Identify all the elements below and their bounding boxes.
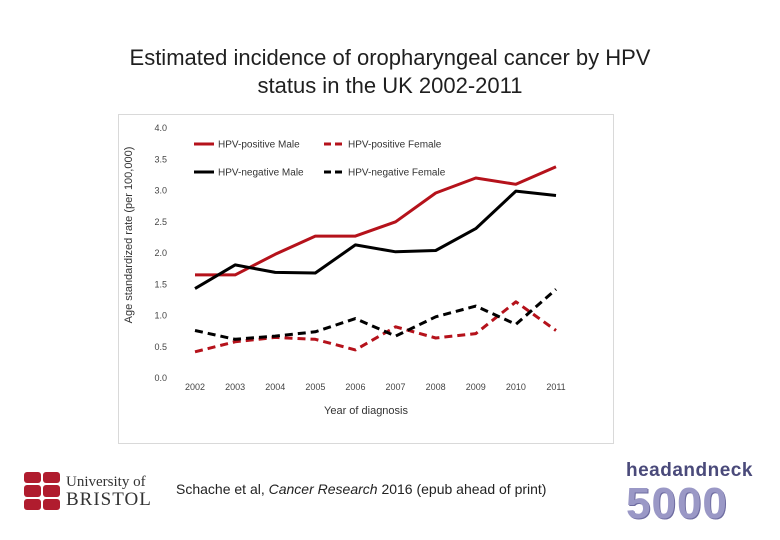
x-tick-label: 2002 (185, 382, 205, 392)
series-line-hpv-positive-male (195, 165, 557, 277)
citation-authors: Schache et al, (176, 481, 269, 497)
hn-logo-line1: headandneck (626, 460, 753, 481)
legend-label: HPV-negative Female (348, 168, 446, 179)
y-tick-label: 2.5 (154, 217, 167, 227)
x-tick-label: 2007 (386, 382, 406, 392)
bristol-logo-line1: University of (66, 474, 146, 490)
x-tick-label: 2010 (506, 382, 526, 392)
legend: HPV-positive Male HPV-positive Female HPV-… (194, 140, 446, 179)
x-tick-label: 2011 (546, 382, 565, 392)
y-tick-label: 3.0 (154, 186, 167, 196)
x-axis-label: Year of diagnosis (324, 405, 408, 417)
legend-label: HPV-positive Male (218, 140, 300, 151)
x-tick-label: 2006 (345, 382, 365, 392)
citation-journal: Cancer Research (268, 481, 378, 497)
y-tick-label: 4.0 (154, 123, 167, 133)
x-tick-label: 2004 (265, 382, 285, 392)
series-lines (194, 165, 557, 354)
bristol-logo-line2: BRISTOL (66, 489, 152, 510)
y-tick-label: 0.0 (154, 373, 167, 383)
citation: Schache et al, Cancer Research 2016 (epu… (176, 481, 546, 497)
x-tick-label: 2005 (305, 382, 325, 392)
series-line-hpv-negative-male (194, 189, 557, 290)
title-line-2: status in the UK 2002-2011 (257, 73, 523, 98)
y-tick-label: 1.5 (154, 279, 167, 289)
headandneck5000-logo: headandneck 5000 (626, 460, 753, 528)
university-of-bristol-logo: University of BRISTOL (24, 472, 152, 510)
series-line-hpv-negative-female (194, 288, 557, 341)
legend-label: HPV-negative Male (218, 168, 304, 179)
y-axis-label: Age standardized rate (per 100,000) (123, 147, 135, 324)
y-tick-label: 3.5 (154, 154, 167, 164)
citation-details: 2016 (epub ahead of print) (377, 481, 547, 497)
x-tick-label: 2009 (466, 382, 486, 392)
y-tick-labels: 0.0 0.5 1.0 1.5 2.0 2.5 3.0 3.5 4.0 (154, 123, 167, 383)
series-line-hpv-positive-female (194, 300, 557, 354)
bristol-crest-icon (24, 472, 60, 510)
x-tick-label: 2008 (426, 382, 446, 392)
y-tick-label: 2.0 (154, 248, 167, 258)
title-line-1: Estimated incidence of oropharyngeal can… (129, 45, 651, 70)
y-tick-label: 1.0 (154, 311, 167, 321)
legend-label: HPV-positive Female (348, 140, 442, 151)
slide-title: Estimated incidence of oropharyngeal can… (40, 44, 740, 100)
x-tick-label: 2003 (225, 382, 245, 392)
y-tick-label: 0.5 (154, 342, 167, 352)
x-tick-labels: 2002 2003 2004 2005 2006 2007 2008 2009 2010 2011 (185, 382, 566, 392)
hn-logo-line2: 5000 (626, 479, 728, 528)
chart-frame (118, 114, 614, 444)
